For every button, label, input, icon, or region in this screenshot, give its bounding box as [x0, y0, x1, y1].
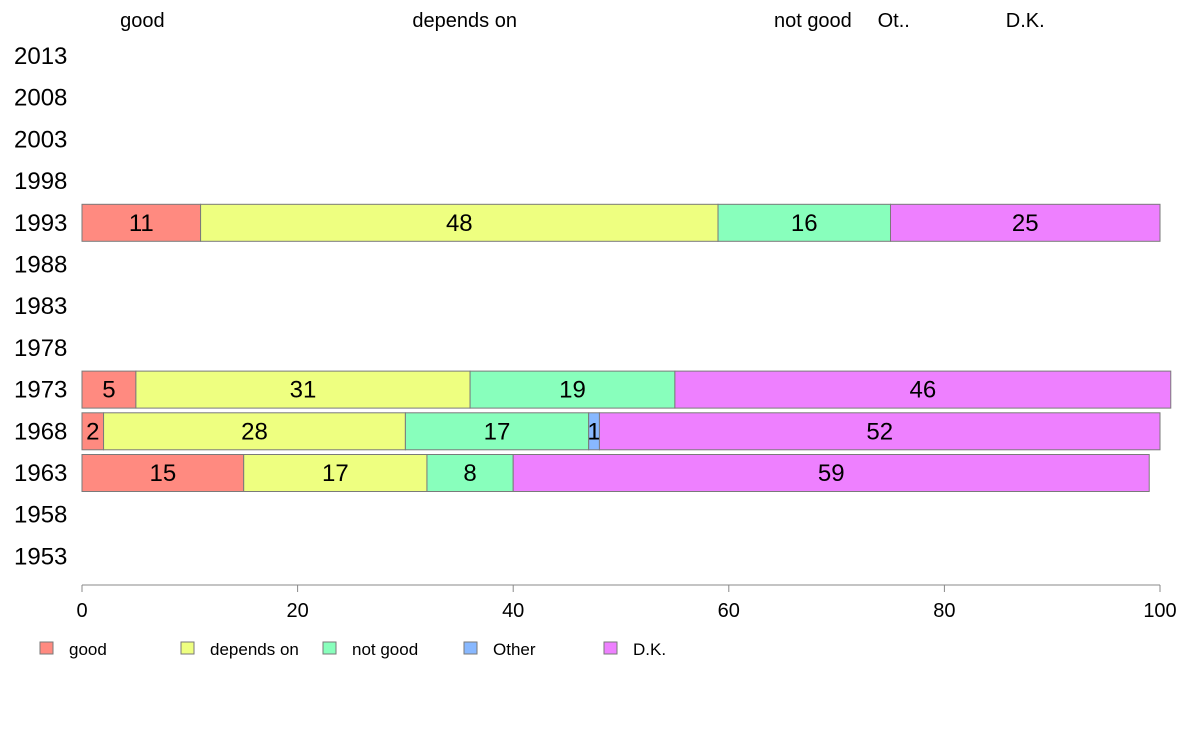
bar-1963-d-k-: [512, 454, 1150, 492]
x-tick-label-60: 60: [718, 600, 740, 622]
bar-1973-good: [81, 370, 137, 409]
year-label-1988: 1988: [14, 252, 67, 279]
year-label-1983: 1983: [14, 293, 67, 320]
legend-label-d-k-: D.K.: [633, 640, 666, 659]
top-label-3: Ot..: [878, 10, 910, 32]
bar-1963-good: [81, 454, 245, 492]
legend-swatch-d-k-: [603, 641, 618, 655]
top-label-0: good: [120, 10, 165, 32]
bar-label-1993-d-k-: 25: [1012, 210, 1039, 237]
bar-label-1993-not-good: 16: [791, 210, 818, 237]
bar-1973-depends-on: [135, 370, 471, 409]
bar-label-1963-not-good: 8: [463, 460, 476, 487]
year-label-1968: 1968: [14, 418, 67, 445]
bar-label-1968-other: 1: [587, 418, 600, 445]
legend-swatch-good: [39, 641, 54, 655]
x-tick-label-80: 80: [933, 600, 955, 622]
x-tick-label-20: 20: [286, 600, 308, 622]
bar-label-1963-depends-on: 17: [322, 460, 349, 487]
x-tick-label-40: 40: [502, 600, 524, 622]
bar-1993-good: [81, 203, 202, 242]
bar-label-1963-good: 15: [149, 460, 176, 487]
bar-label-1973-not-good: 19: [559, 377, 586, 404]
year-label-1973: 1973: [14, 377, 67, 404]
legend-swatch-not-good: [322, 641, 337, 655]
bar-label-1973-d-k-: 46: [909, 377, 936, 404]
bar-label-1973-good: 5: [102, 377, 115, 404]
top-label-1: depends on: [412, 10, 517, 32]
bar-label-1968-not-good: 17: [484, 418, 511, 445]
year-label-1993: 1993: [14, 210, 67, 237]
x-tick-label-0: 0: [76, 600, 87, 622]
year-label-2003: 2003: [14, 126, 67, 153]
bar-label-1968-good: 2: [86, 418, 99, 445]
top-label-2: not good: [774, 10, 852, 32]
x-tick-label-100: 100: [1143, 600, 1176, 622]
year-label-2008: 2008: [14, 85, 67, 112]
bar-1993-depends-on: [200, 203, 719, 242]
bar-1968-depends-on: [103, 412, 406, 451]
bar-label-1993-depends-on: 48: [446, 210, 473, 237]
bar-label-1993-good: 11: [129, 210, 154, 237]
legend-swatch-depends-on: [180, 641, 195, 655]
bar-1973-not-good: [469, 370, 676, 409]
bar-1968-not-good: [404, 412, 590, 451]
bar-label-1968-d-k-: 52: [866, 418, 893, 445]
bar-1963-not-good: [426, 454, 514, 492]
year-label-1958: 1958: [14, 502, 67, 529]
bar-label-1973-depends-on: 31: [290, 377, 317, 404]
year-label-1998: 1998: [14, 168, 67, 195]
bar-1993-not-good: [717, 203, 892, 242]
bar-1973-d-k-: [674, 370, 1172, 409]
legend-label-depends-on: depends on: [210, 640, 299, 659]
year-label-1963: 1963: [14, 460, 67, 487]
year-label-2013: 2013: [14, 43, 67, 70]
legend-label-good: good: [69, 640, 107, 659]
year-label-1978: 1978: [14, 335, 67, 362]
legend-swatch-other: [463, 641, 478, 655]
year-label-1953: 1953: [14, 543, 67, 570]
bar-1993-d-k-: [890, 203, 1161, 242]
legend-label-other: Other: [493, 640, 536, 659]
legend-label-not-good: not good: [352, 640, 418, 659]
bar-label-1968-depends-on: 28: [241, 418, 268, 445]
top-label-4: D.K.: [1006, 10, 1045, 32]
bar-label-1963-d-k-: 59: [818, 460, 845, 487]
bar-1968-d-k-: [598, 412, 1161, 451]
